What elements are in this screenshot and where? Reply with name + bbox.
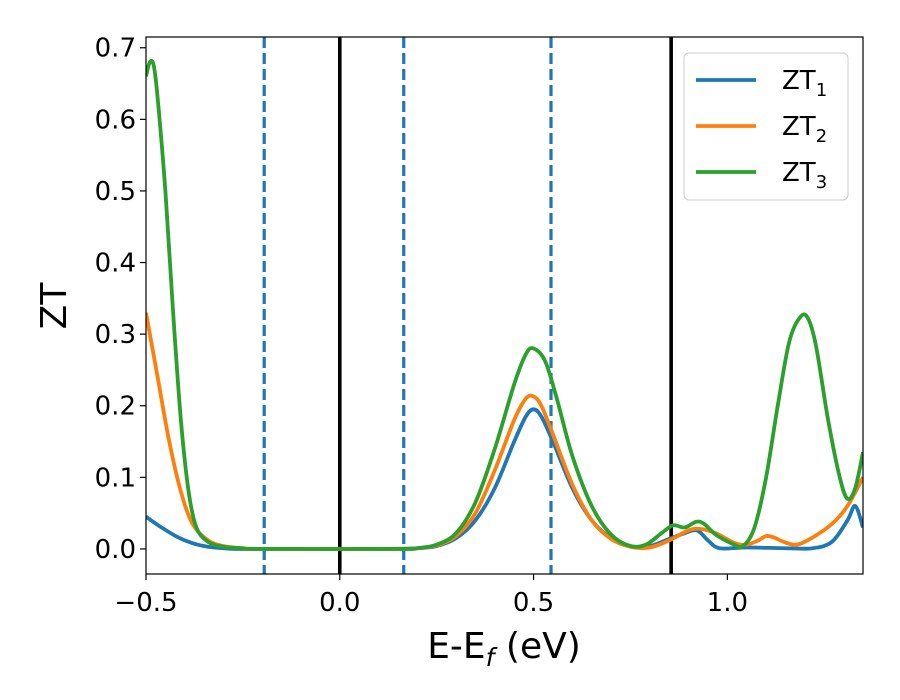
- x-axis-label: E-Ef (eV): [427, 626, 581, 672]
- x-tick-label: −0.5: [114, 588, 177, 618]
- y-tick-label: 0.7: [95, 34, 136, 64]
- legend: ZT1 ZT2 ZT3: [683, 52, 849, 201]
- series-line-zt3: [146, 58, 863, 551]
- y-axis-ticks: 0.0 0.1 0.2 0.3 0.4 0.5 0.6 0.7: [95, 34, 146, 565]
- y-tick-label: 0.5: [95, 177, 136, 207]
- x-tick-label: 0.5: [513, 588, 554, 618]
- x-tick-label: 1.0: [707, 588, 748, 618]
- legend-label-zt1: ZT1: [782, 66, 827, 101]
- legend-label-zt2: ZT2: [782, 112, 827, 147]
- x-axis-label-unit: (eV): [494, 626, 580, 667]
- x-axis-label-main: E-E: [427, 626, 485, 667]
- y-tick-label: 0.0: [95, 535, 136, 565]
- y-tick-label: 0.3: [95, 320, 136, 350]
- y-tick-label: 0.1: [95, 463, 136, 493]
- x-tick-label: 0.0: [319, 588, 360, 618]
- vertical-reference-lines: [262, 37, 673, 574]
- y-axis-label: ZT: [34, 282, 75, 330]
- y-tick-label: 0.2: [95, 392, 136, 422]
- legend-box: [683, 52, 849, 201]
- y-tick-label: 0.6: [95, 105, 136, 135]
- x-axis-ticks: −0.5 0.0 0.5 1.0: [114, 574, 748, 618]
- series-lines: [146, 58, 863, 551]
- plot-frame: [145, 36, 864, 575]
- y-tick-label: 0.4: [95, 249, 136, 279]
- legend-label-zt3: ZT3: [782, 158, 827, 193]
